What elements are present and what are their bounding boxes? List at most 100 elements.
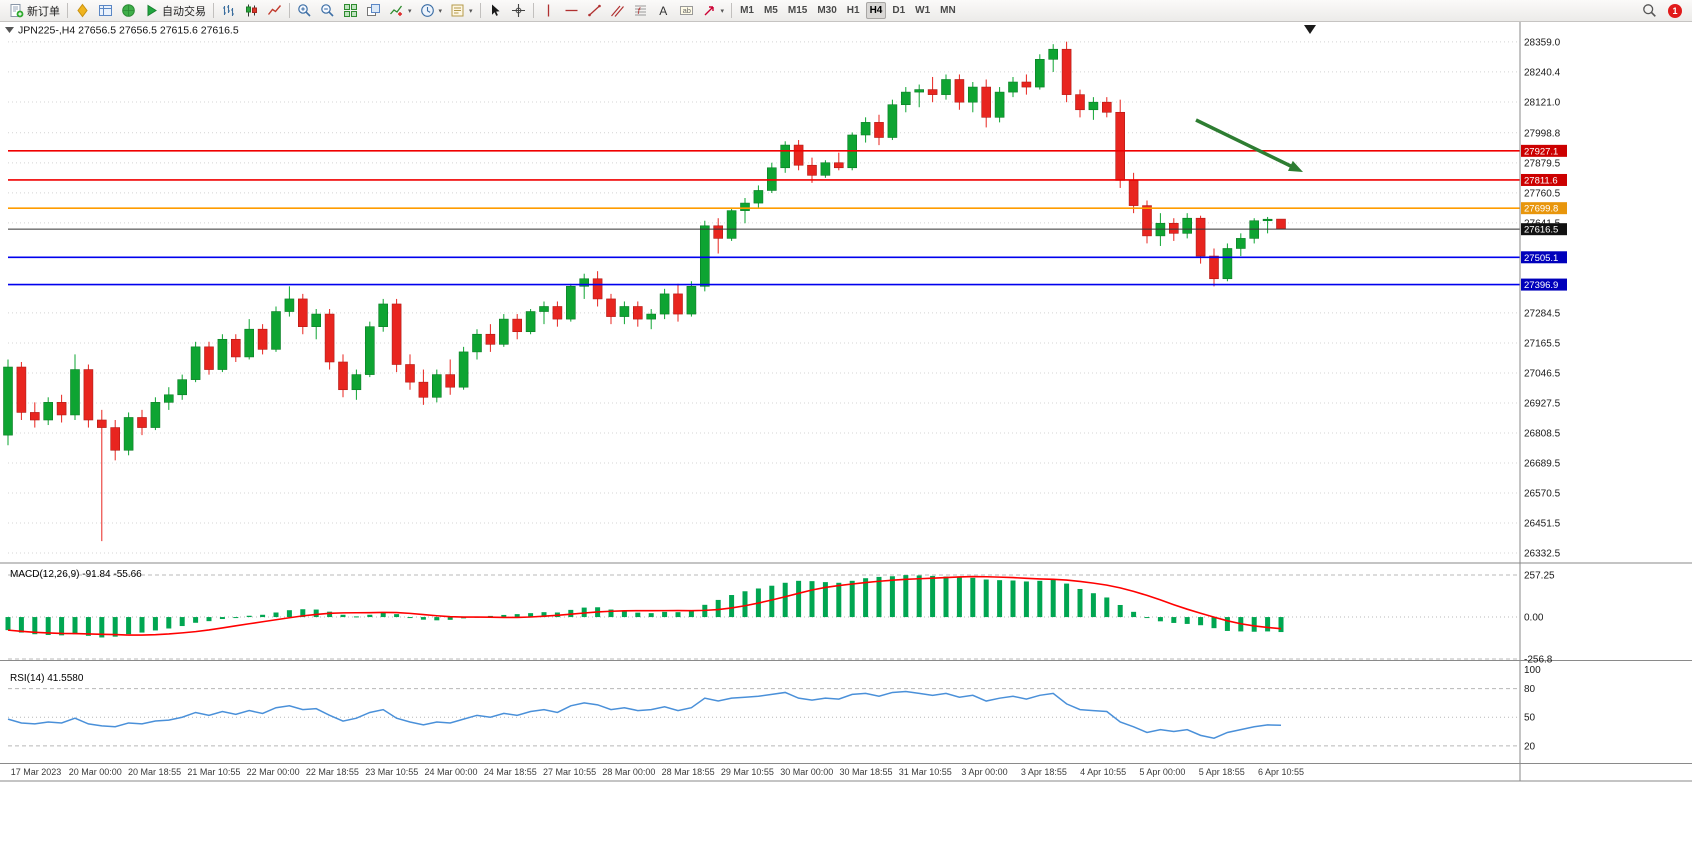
periods-button[interactable]: ▾	[416, 1, 447, 20]
candle	[780, 141, 791, 173]
timeframe-m15[interactable]: M15	[784, 2, 811, 19]
candle-body	[967, 86, 978, 103]
timeframe-w1[interactable]: W1	[911, 2, 934, 19]
candle	[1182, 213, 1192, 239]
one-click-trading-toggle[interactable]	[5, 27, 14, 33]
price-level-badge: 27811.6	[1521, 173, 1567, 186]
badge-text: 27505.1	[1524, 253, 1558, 264]
candle-body	[485, 333, 496, 345]
macd-histogram-bar	[849, 580, 855, 618]
crosshair-button[interactable]	[507, 1, 530, 20]
macd-histogram-bar	[1090, 593, 1096, 618]
price-tick-label: 27165.5	[1524, 338, 1561, 349]
new-order-button[interactable]: 新订单	[5, 1, 64, 20]
macd-histogram-bar	[45, 617, 51, 636]
arrange-windows-button[interactable]	[362, 1, 385, 20]
candle	[431, 369, 442, 403]
timeframe-mn[interactable]: MN	[936, 2, 960, 19]
templates-button[interactable]: ▾	[446, 1, 477, 20]
timeframe-h4[interactable]: H4	[865, 2, 887, 19]
text-button[interactable]: A	[652, 1, 675, 20]
candle-body	[914, 89, 925, 93]
notifications-badge[interactable]: 1	[1668, 3, 1682, 18]
label-button[interactable]: ab	[675, 1, 698, 20]
time-axis-label: 30 Mar 18:55	[839, 767, 892, 777]
bar-chart-button[interactable]	[217, 1, 240, 20]
candle	[699, 220, 710, 292]
trendline-button[interactable]	[583, 1, 606, 20]
candle	[1276, 218, 1286, 230]
navigator-button[interactable]	[117, 1, 140, 20]
channel-button[interactable]	[606, 1, 629, 20]
candle-body	[351, 374, 362, 391]
candle-body	[56, 402, 67, 416]
macd-histogram-bar	[407, 617, 413, 619]
macd-histogram-bar	[675, 612, 681, 618]
macd-histogram-bar	[340, 614, 346, 618]
candle-body	[97, 419, 107, 428]
data-window-button[interactable]	[94, 1, 117, 20]
candle-body	[418, 381, 429, 398]
candle	[97, 409, 107, 542]
candle	[485, 324, 496, 352]
time-axis-label: 22 Mar 18:55	[306, 767, 359, 777]
macd-histogram-bar	[943, 576, 949, 618]
fibonacci-button[interactable]: f	[629, 1, 652, 20]
candle-body	[766, 167, 777, 191]
candle-body	[1182, 217, 1192, 234]
tile-windows-button[interactable]	[339, 1, 362, 20]
indicators-button[interactable]: ▾	[385, 1, 416, 20]
candle-body	[927, 89, 938, 95]
line-chart-button[interactable]	[263, 1, 286, 20]
chart-canvas[interactable]: 28359.0 28240.4 28121.0 27998.8 27879.5 27760…	[0, 22, 1692, 848]
candle-body	[378, 303, 389, 327]
candlestick-series	[3, 41, 1286, 542]
candle	[16, 361, 27, 420]
macd-histogram-bar	[956, 577, 962, 618]
candle	[150, 397, 161, 431]
price-tick-label: 26689.5	[1524, 459, 1561, 470]
toolbar-separator	[479, 3, 481, 18]
price-tick-label: 26808.5	[1524, 428, 1561, 439]
svg-text:ab: ab	[682, 6, 690, 15]
candle	[164, 387, 174, 410]
chart-shift-marker[interactable]	[1304, 25, 1316, 34]
price-tick-label: 26927.5	[1524, 398, 1561, 409]
market-watch-button[interactable]	[71, 1, 94, 20]
macd-histogram-bar	[286, 610, 292, 618]
vertical-line-button[interactable]	[537, 1, 560, 20]
timeframe-m1[interactable]: M1	[736, 2, 758, 19]
candle	[472, 329, 482, 360]
macd-histogram-bar	[1077, 588, 1083, 618]
candle-body	[431, 374, 442, 398]
trend-arrow-line[interactable]	[1195, 118, 1297, 171]
macd-histogram-bar	[327, 611, 333, 618]
macd-axis-label: -256.8	[1524, 654, 1553, 665]
macd-histogram-bar	[112, 617, 118, 637]
timeframe-d1[interactable]: D1	[888, 2, 909, 19]
macd-histogram-bar	[1265, 617, 1271, 632]
candle	[83, 364, 94, 428]
timeframe-h1[interactable]: H1	[843, 2, 864, 19]
candle-body	[726, 210, 737, 239]
line-chart-icon	[267, 3, 282, 18]
timeframe-m30[interactable]: M30	[813, 2, 840, 19]
arrow-tool-button[interactable]: ▾	[698, 1, 729, 20]
time-axis-label: 24 Mar 00:00	[424, 767, 477, 777]
badge-text: 27396.9	[1524, 280, 1558, 291]
macd-histogram-bar	[1157, 617, 1163, 622]
macd-histogram-bar	[648, 613, 654, 618]
horizontal-line-button[interactable]	[560, 1, 583, 20]
autotrade-button[interactable]: 自动交易	[140, 1, 210, 20]
zoom-out-button[interactable]	[316, 1, 339, 20]
rsi-panel	[7, 688, 1520, 747]
toolbar-separator	[213, 3, 214, 18]
candlestick-button[interactable]	[240, 1, 263, 20]
cursor-button[interactable]	[484, 1, 507, 20]
macd-histogram-bar	[782, 582, 788, 618]
candle	[1209, 248, 1219, 287]
candle	[1128, 172, 1139, 214]
search-button[interactable]	[1638, 1, 1661, 20]
timeframe-m5[interactable]: M5	[760, 2, 782, 19]
zoom-in-button[interactable]	[293, 1, 316, 20]
